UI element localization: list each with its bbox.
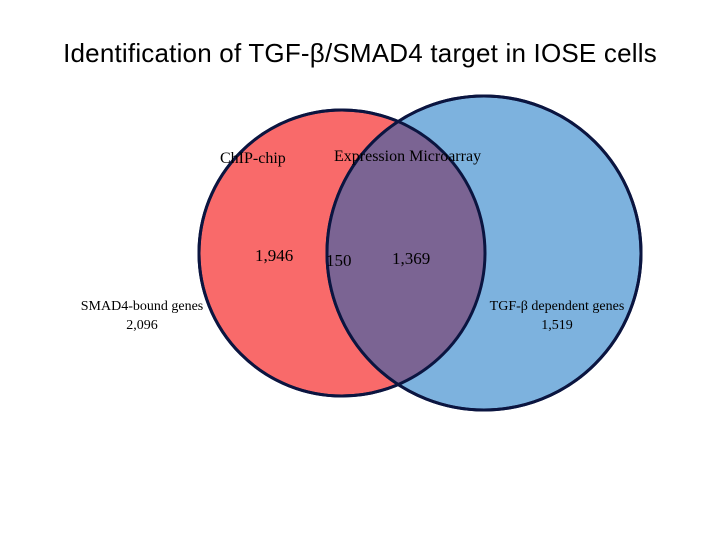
right-set-total: 1,519 — [541, 318, 573, 333]
right-set-label: TGF-β dependent genes — [489, 299, 625, 314]
left-set-label: SMAD4-bound genes — [80, 299, 204, 314]
right-set-header: Expression Microarray — [334, 148, 482, 165]
right-set-caption: TGF-β dependent genes 1,519 — [472, 297, 642, 335]
right-set-outline — [325, 94, 643, 412]
left-set-outline — [197, 108, 487, 398]
left-unique-count: 1,946 — [255, 246, 294, 265]
left-set-total: 2,096 — [126, 318, 158, 333]
left-set-caption: SMAD4-bound genes 2,096 — [62, 297, 222, 335]
left-set-header: ChIP-chip — [220, 150, 286, 167]
slide-title: Identification of TGF-β/SMAD4 target in … — [63, 38, 657, 68]
right-unique-count: 1,369 — [392, 249, 431, 268]
overlap-count: 150 — [326, 251, 352, 270]
